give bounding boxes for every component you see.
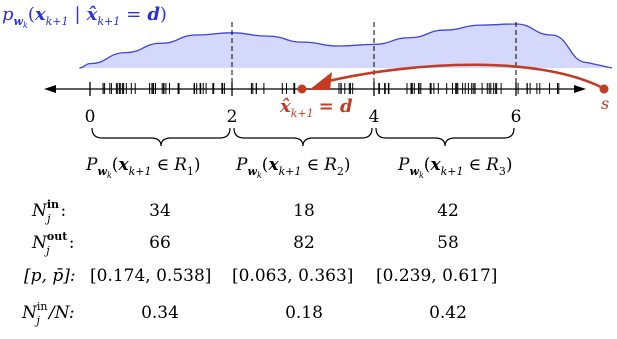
estimate-point: [297, 84, 307, 94]
n-out-r3: 58: [437, 233, 459, 253]
n-out-r2: 82: [293, 233, 315, 253]
sample-ticks: [102, 83, 560, 94]
density-label-k: k: [23, 21, 28, 30]
region-label-2: Pwk(xk+1 ∈ R2): [235, 155, 351, 180]
interval-r1: [0.174, 0.538]: [90, 266, 211, 286]
estimate-label: x̂k+1 = d: [279, 96, 353, 120]
estimate-label-sub: k+1: [291, 107, 314, 120]
ratio-r2: 0.18: [285, 303, 323, 323]
region-braces: [91, 127, 515, 147]
region-labels: Pwk(xk+1 ∈ R1) Pwk(xk+1 ∈ R2) Pwk(xk+1 ∈ R3): [85, 155, 513, 180]
row-label-n-in: Nin j:: [31, 198, 66, 225]
density-label-k1b: k+1: [97, 15, 120, 28]
tick-label-4: 4: [369, 107, 380, 127]
tick-label-2: 2: [227, 107, 238, 127]
axis-tick-labels: 0 2 4 6: [85, 107, 522, 127]
interval-r3: [0.239, 0.617]: [376, 266, 497, 286]
axis-left-arrow-icon: [44, 85, 56, 93]
region-label-1: Pwk(xk+1 ∈ R1): [85, 155, 201, 180]
start-marker-label: s: [601, 94, 609, 113]
n-in-r1: 34: [149, 201, 171, 221]
density-label-p: p: [2, 4, 14, 25]
ratio-r3: 0.42: [429, 303, 467, 323]
density-label-x: x: [34, 4, 46, 25]
n-in-r2: 18: [293, 201, 315, 221]
density-curve: [79, 23, 613, 69]
start-point: [599, 84, 609, 94]
tick-label-6: 6: [511, 107, 522, 127]
row-label-n-ratio: Nin j/N:: [21, 300, 75, 327]
brace-region-1: [91, 127, 231, 147]
density-label: pwk(xk+1 | x̂k+1 = d): [2, 4, 167, 30]
density-label-xhat: x̂: [86, 4, 98, 25]
transition-arrowhead-icon: [309, 72, 332, 90]
n-in-r3: 42: [437, 201, 459, 221]
transition-arc: [323, 63, 604, 90]
density-label-given: |: [75, 4, 81, 25]
estimate-label-eq: = d: [319, 96, 353, 117]
density-label-close: ): [160, 4, 167, 25]
density-label-w: w: [14, 15, 24, 28]
interval-r2: [0.063, 0.363]: [232, 266, 353, 286]
row-label-n-out: Nout j:: [31, 230, 74, 257]
region-label-3: Pwk(xk+1 ∈ R3): [397, 155, 513, 180]
density-label-d: d: [147, 4, 160, 25]
stats-table: Nin j: 34 18 42 Nout j: 66 82 58 [p, p̄]: …: [21, 198, 497, 327]
brace-region-2: [233, 127, 373, 147]
row-label-interval: [p, p̄]:: [24, 266, 76, 286]
brace-region-3: [375, 127, 515, 147]
density-label-eq: =: [126, 4, 141, 25]
tick-label-0: 0: [85, 107, 96, 127]
region-dividers: [231, 22, 517, 88]
n-out-r1: 66: [149, 233, 171, 253]
density-label-k1: k+1: [46, 15, 69, 28]
ratio-r1: 0.34: [141, 303, 179, 323]
axis-right-arrow-icon: [574, 85, 586, 93]
density-label-open: (: [28, 4, 35, 25]
estimate-label-xhat: x̂: [279, 96, 291, 117]
axis-major-ticks: [89, 82, 517, 96]
transition-arrow: s: [297, 63, 609, 113]
